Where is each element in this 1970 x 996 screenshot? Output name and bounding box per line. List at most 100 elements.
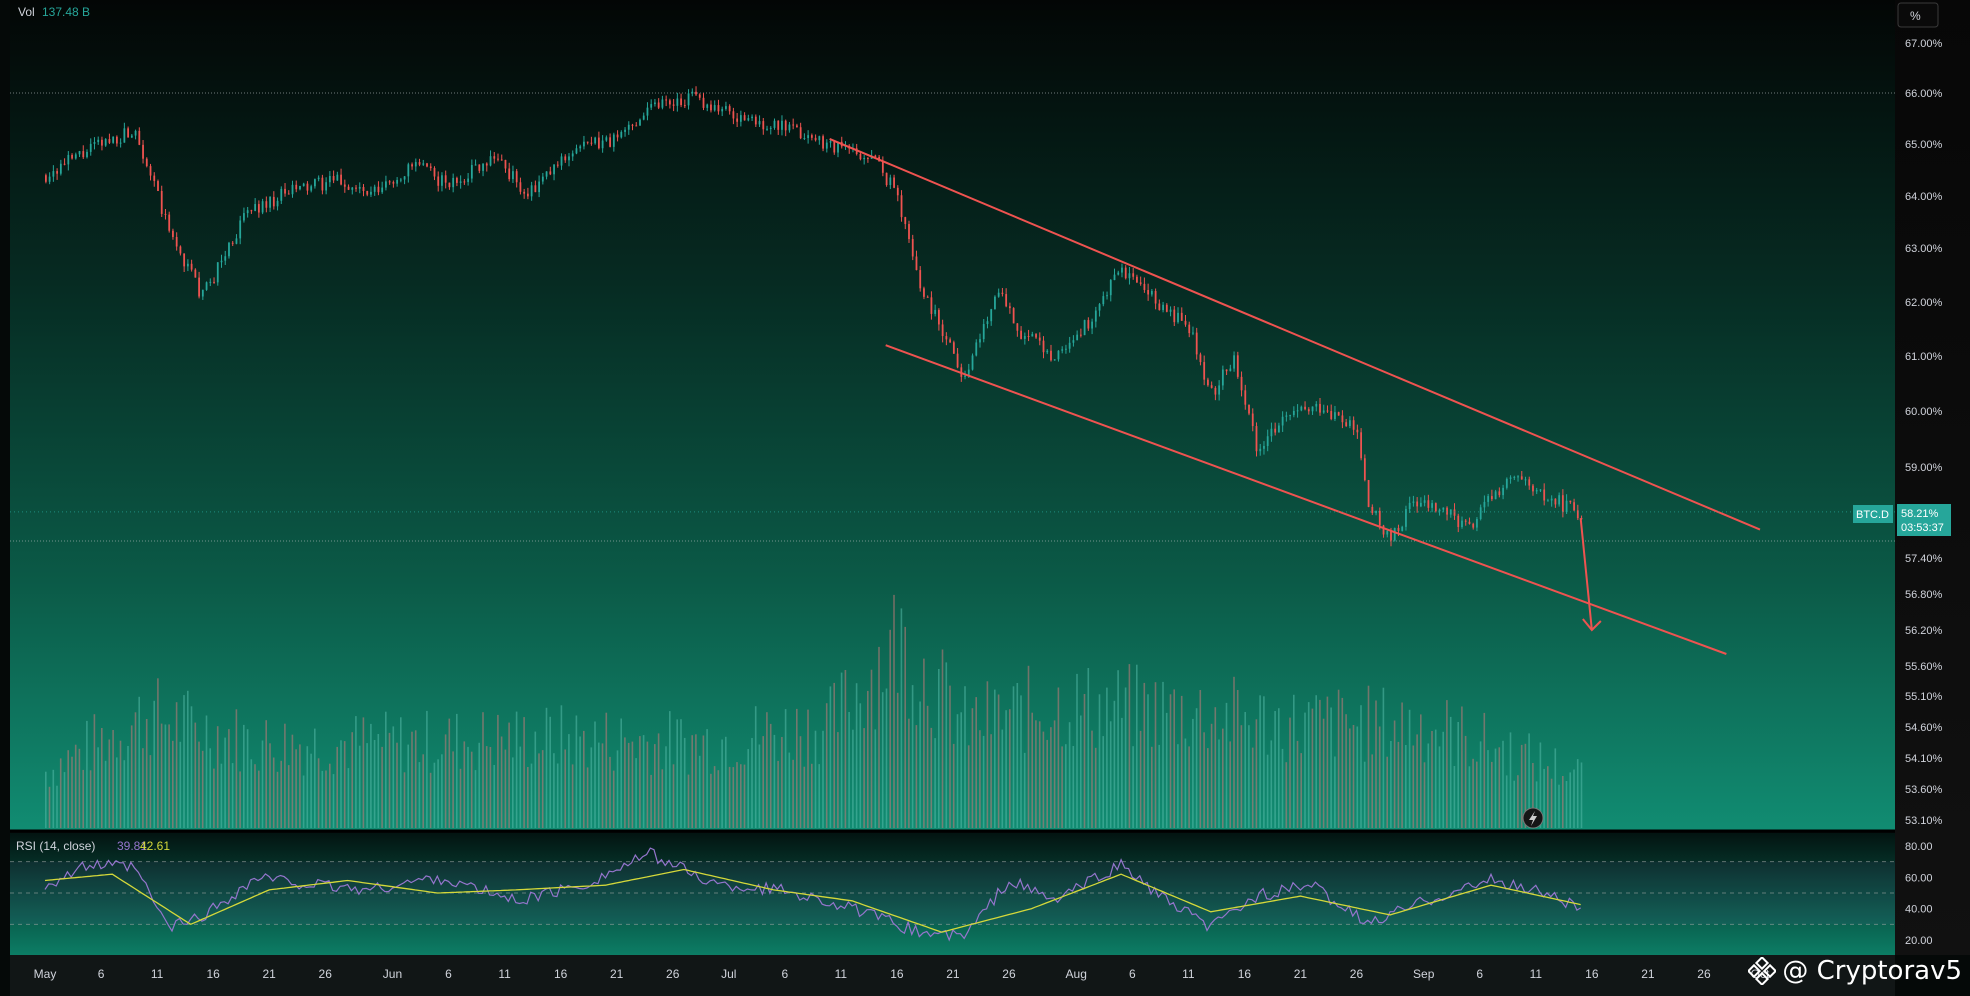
candle[interactable] (209, 278, 212, 287)
candle[interactable] (59, 159, 62, 176)
candle[interactable] (1434, 502, 1437, 513)
candle[interactable] (926, 295, 929, 298)
candle[interactable] (1281, 411, 1284, 432)
candle[interactable] (1412, 495, 1415, 507)
candle[interactable] (941, 319, 944, 343)
candle[interactable] (373, 184, 376, 196)
candle[interactable] (1363, 454, 1366, 482)
candle[interactable] (590, 136, 593, 146)
candle[interactable] (1520, 470, 1523, 480)
candle[interactable] (1012, 307, 1015, 324)
candle[interactable] (1251, 408, 1254, 432)
candle[interactable] (698, 93, 701, 101)
candle[interactable] (153, 172, 156, 187)
candle[interactable] (366, 190, 369, 197)
candle[interactable] (1050, 344, 1052, 362)
candle[interactable] (691, 88, 694, 97)
candle[interactable] (564, 154, 567, 163)
candle[interactable] (310, 184, 313, 193)
candle[interactable] (762, 117, 765, 135)
candle[interactable] (1498, 487, 1501, 498)
candle[interactable] (216, 262, 219, 286)
candle[interactable] (676, 92, 679, 112)
candle[interactable] (48, 172, 51, 185)
candle[interactable] (937, 308, 940, 331)
candle[interactable] (254, 198, 257, 212)
candle[interactable] (1285, 411, 1288, 422)
candle[interactable] (228, 241, 230, 259)
candle[interactable] (1550, 495, 1553, 507)
candle[interactable] (1143, 277, 1146, 293)
candle[interactable] (119, 138, 122, 148)
candle[interactable] (1375, 510, 1377, 516)
candle[interactable] (123, 122, 126, 143)
candle[interactable] (1442, 507, 1445, 513)
candle[interactable] (1330, 404, 1333, 421)
rsi-line[interactable] (44, 847, 1582, 942)
candle[interactable] (213, 277, 215, 284)
candle[interactable] (343, 179, 346, 193)
candle[interactable] (788, 121, 791, 133)
candle[interactable] (1490, 489, 1493, 502)
candle[interactable] (799, 122, 802, 140)
candle[interactable] (142, 140, 144, 164)
candle[interactable] (1393, 527, 1396, 542)
candle[interactable] (1535, 487, 1538, 495)
candle[interactable] (257, 200, 260, 218)
candle[interactable] (456, 176, 458, 187)
candle[interactable] (1173, 305, 1176, 327)
candle[interactable] (362, 184, 365, 197)
candle[interactable] (1229, 364, 1232, 372)
candle[interactable] (579, 144, 582, 152)
candle[interactable] (1087, 317, 1090, 331)
candle[interactable] (497, 153, 499, 162)
candle[interactable] (732, 107, 735, 125)
candle[interactable] (459, 175, 462, 189)
candle[interactable] (1348, 416, 1351, 429)
candle[interactable] (986, 316, 989, 329)
candle[interactable] (803, 133, 806, 141)
candle[interactable] (272, 191, 275, 210)
candle[interactable] (1023, 332, 1026, 345)
candle[interactable] (717, 99, 720, 115)
candle[interactable] (893, 174, 895, 189)
candle[interactable] (1561, 489, 1564, 518)
candle[interactable] (115, 135, 118, 147)
candle[interactable] (1240, 371, 1243, 397)
candle[interactable] (1576, 504, 1579, 521)
candle[interactable] (321, 174, 324, 195)
candle[interactable] (243, 207, 245, 223)
candle[interactable] (261, 198, 264, 215)
candle[interactable] (627, 121, 630, 135)
candle[interactable] (911, 234, 914, 261)
candle[interactable] (769, 126, 772, 135)
candle[interactable] (190, 259, 193, 272)
candle[interactable] (568, 153, 570, 167)
candle[interactable] (317, 175, 320, 182)
candle[interactable] (975, 339, 978, 357)
candle[interactable] (665, 95, 668, 107)
candle[interactable] (605, 135, 608, 142)
candle[interactable] (620, 130, 623, 139)
candle[interactable] (1476, 517, 1478, 532)
candle[interactable] (306, 181, 309, 195)
candle[interactable] (1274, 422, 1277, 436)
candle[interactable] (867, 157, 869, 163)
candle[interactable] (889, 174, 892, 190)
candle[interactable] (429, 163, 432, 171)
candle[interactable] (388, 180, 391, 185)
candle[interactable] (1322, 404, 1325, 414)
candle[interactable] (642, 112, 645, 121)
candle[interactable] (377, 181, 380, 196)
candle[interactable] (792, 118, 795, 130)
candle[interactable] (979, 333, 981, 348)
candle[interactable] (881, 156, 884, 177)
candle[interactable] (1083, 319, 1086, 336)
candle[interactable] (1513, 475, 1516, 481)
candle[interactable] (1539, 489, 1542, 493)
candle[interactable] (661, 95, 664, 110)
candle[interactable] (1121, 263, 1123, 278)
candle[interactable] (467, 173, 470, 186)
candle[interactable] (295, 180, 298, 193)
candle[interactable] (134, 129, 137, 140)
